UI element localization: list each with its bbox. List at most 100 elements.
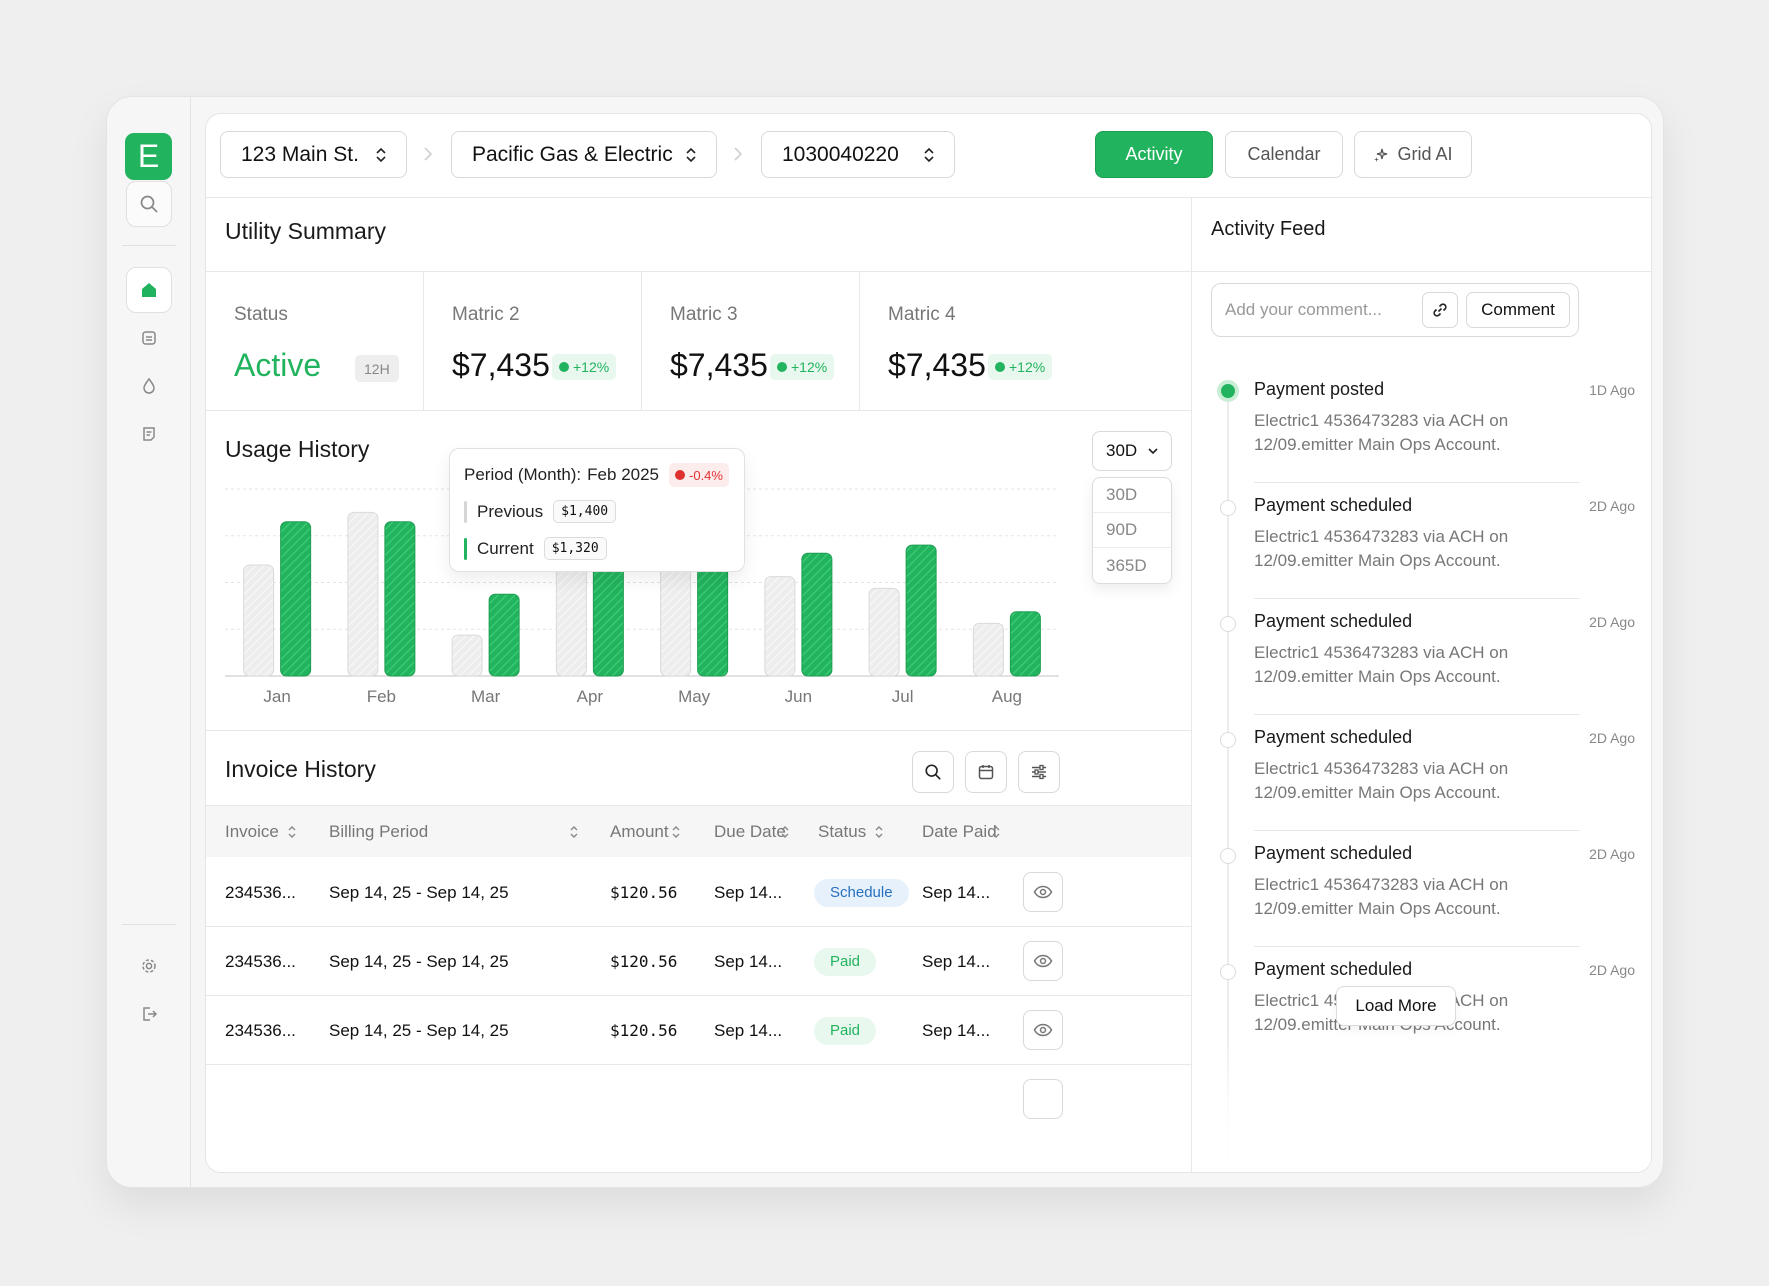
nav-logout-button[interactable] (126, 991, 172, 1037)
tooltip-current: Current $1,320 (464, 537, 607, 560)
feed-item-time: 2D Ago (1589, 846, 1635, 862)
eye-icon (1033, 954, 1053, 968)
bar-previous-jul[interactable] (868, 587, 900, 677)
bar-previous-jan[interactable] (243, 564, 275, 677)
nav-notes-button[interactable] (126, 411, 172, 457)
tooltip-period-label: Period (Month): (464, 465, 582, 484)
status-interval-badge: 12H (355, 355, 399, 382)
chevron-right-icon (424, 147, 433, 161)
range-option-30d[interactable]: 30D (1093, 478, 1171, 513)
feed-item[interactable]: Payment scheduled 2D Ago Electric1 45364… (1192, 831, 1651, 947)
view-invoice-button[interactable] (1023, 1079, 1063, 1119)
nav-meter-button[interactable] (126, 315, 172, 361)
app-logo[interactable]: E (125, 133, 172, 180)
range-option-365d[interactable]: 365D (1106, 555, 1147, 575)
bar-current-jul[interactable] (905, 544, 937, 677)
provider-select[interactable]: Pacific Gas & Electric (451, 131, 717, 178)
updown-chevron-icon (924, 147, 934, 163)
feed-item[interactable]: Payment posted 1D Ago Electric1 45364732… (1192, 367, 1651, 483)
column-status[interactable]: Status (818, 806, 884, 858)
column-billing-period[interactable]: Billing Period (329, 806, 579, 858)
feed-item-title: Payment scheduled (1254, 727, 1413, 747)
feed-item[interactable]: Payment scheduled 2D Ago Electric1 45364… (1192, 599, 1651, 715)
feed-divider (1254, 946, 1580, 947)
tooltip-previous: Previous $1,400 (464, 500, 617, 523)
feed-item-body: Electric1 4536473283 via ACH on 12/09.em… (1254, 759, 1509, 802)
feed-divider (1254, 482, 1580, 483)
timeline-dot-active (1217, 380, 1239, 402)
feed-item-title: Payment posted (1254, 379, 1385, 399)
sliders-icon (1032, 764, 1046, 780)
bar-previous-mar[interactable] (451, 634, 483, 677)
comment-button[interactable]: Comment (1466, 292, 1570, 328)
calendar-icon (978, 765, 994, 780)
column-billing-period-label: Billing Period (329, 822, 429, 841)
metric-label: Matric 4 (888, 304, 956, 325)
column-date-paid-label: Date Paid (922, 822, 997, 841)
bar-current-feb[interactable] (384, 521, 416, 677)
gear-icon (142, 959, 156, 973)
column-date-paid[interactable]: Date Paid (922, 806, 1001, 858)
feed-item[interactable]: Payment scheduled 2D Ago Electric1 45364… (1192, 715, 1651, 831)
eye-icon (1033, 885, 1053, 899)
feed-divider (1254, 598, 1580, 599)
invoice-search-button[interactable] (912, 751, 954, 793)
metric-card: Matric 3 $7,435 +12% (642, 272, 860, 410)
invoice-date-filter-button[interactable] (965, 751, 1007, 793)
timeline-dot (1220, 848, 1236, 864)
column-invoice[interactable]: Invoice (225, 806, 297, 858)
metric-label: Matric 2 (452, 304, 520, 325)
account-select[interactable]: 1030040220 (761, 131, 955, 178)
metric-change-badge: +12% (552, 354, 617, 380)
range-select[interactable]: 30D (1092, 431, 1172, 471)
bar-current-aug[interactable] (1009, 611, 1041, 677)
range-menu: 30D 90D 365D (1092, 477, 1172, 584)
view-invoice-button[interactable] (1023, 1010, 1063, 1050)
feed-fade-overlay (1192, 1028, 1651, 1172)
nav-water-button[interactable] (126, 363, 172, 409)
feed-divider (1254, 830, 1580, 831)
load-more-button[interactable]: Load More (1336, 986, 1456, 1026)
x-tick-label: Jan (263, 687, 290, 706)
timeline-dot (1220, 732, 1236, 748)
updown-chevron-icon (376, 147, 386, 163)
feed-item-time: 2D Ago (1589, 730, 1635, 746)
bar-previous-jun[interactable] (764, 576, 796, 677)
invoice-history-title: Invoice History (225, 756, 376, 782)
feed-item-body: Electric1 4536473283 via ACH on 12/09.em… (1254, 643, 1509, 686)
attach-link-button[interactable] (1422, 292, 1458, 328)
nav-settings-button[interactable] (126, 943, 172, 989)
column-due-date[interactable]: Due Date (714, 806, 790, 858)
bar-current-jan[interactable] (280, 521, 312, 677)
table-row[interactable]: 234536... Sep 14, 25 - Sep 14, 25 $120.5… (206, 996, 1191, 1065)
view-invoice-button[interactable] (1023, 872, 1063, 912)
main-panel: 123 Main St. Pacific Gas & Electric 1030… (205, 113, 1652, 1173)
table-row[interactable]: 234536... Sep 14, 25 - Sep 14, 25 $120.5… (206, 858, 1191, 927)
nav-home-button[interactable] (126, 267, 172, 313)
bar-previous-feb[interactable] (347, 511, 379, 677)
divider (1192, 271, 1651, 272)
tooltip-previous-label: Previous (477, 501, 544, 521)
feed-item[interactable]: Payment scheduled 2D Ago Electric1 45364… (1192, 483, 1651, 599)
invoice-filter-button[interactable] (1018, 751, 1060, 793)
table-row[interactable]: 234536... Sep 14, 25 - Sep 14, 25 $120.5… (206, 927, 1191, 996)
nav-search-button[interactable] (126, 181, 172, 227)
view-invoice-button[interactable] (1023, 941, 1063, 981)
chart-tooltip: Period (Month): Feb 2025 -0.4% Previous … (449, 448, 745, 572)
range-option-90d[interactable]: 90D (1093, 513, 1171, 548)
cell-amount: $120.56 (610, 952, 678, 971)
bar-current-mar[interactable] (488, 593, 520, 677)
bar-current-jun[interactable] (801, 552, 833, 677)
tab-activity-label: Activity (1125, 144, 1183, 164)
chevron-right-icon (734, 147, 743, 161)
tab-calendar[interactable]: Calendar (1225, 131, 1343, 178)
column-amount[interactable]: Amount (610, 806, 681, 858)
feed-item-time: 1D Ago (1589, 382, 1635, 398)
tab-grid-ai[interactable]: Grid AI (1354, 131, 1472, 178)
cell-date-paid: Sep 14... (922, 882, 991, 902)
sparkle-icon (1374, 148, 1388, 162)
bar-previous-aug[interactable] (972, 622, 1004, 677)
comment-input[interactable] (1212, 284, 1417, 336)
property-select[interactable]: 123 Main St. (220, 131, 407, 178)
tab-activity[interactable]: Activity (1095, 131, 1213, 178)
